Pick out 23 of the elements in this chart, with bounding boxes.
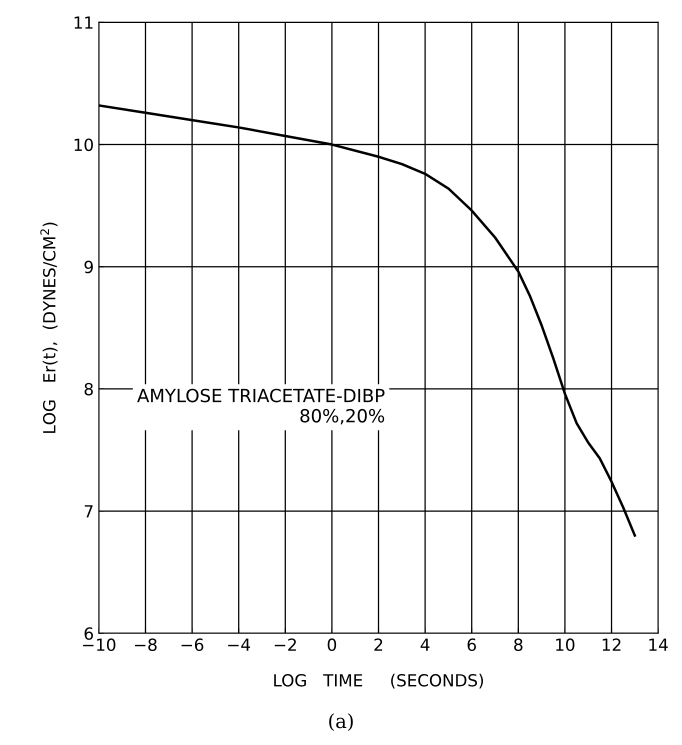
x-tick-label: −6 bbox=[182, 638, 204, 652]
text: (a) bbox=[329, 713, 353, 732]
x-tick-label: 2 bbox=[374, 638, 382, 651]
x-tick-label: 10 bbox=[556, 638, 574, 652]
x-tick-label: −2 bbox=[274, 638, 296, 651]
x-tick-label: 0 bbox=[328, 638, 336, 652]
x-axis-title: LOG TIME (SECONDS) bbox=[274, 674, 484, 689]
x-tick-label: 14 bbox=[649, 638, 668, 651]
y-tick-label: 10 bbox=[74, 138, 93, 152]
y-axis-title: LOG Er(t), (DYNES/CM$^{2}$) bbox=[40, 222, 58, 433]
x-tick-label: −4 bbox=[228, 638, 250, 651]
y-tick-label: 8 bbox=[84, 382, 93, 396]
x-tick-label: 6 bbox=[468, 638, 476, 652]
x-tick-label: 8 bbox=[514, 638, 522, 652]
x-tick-label: 4 bbox=[420, 638, 430, 651]
x-tick-label: 12 bbox=[602, 638, 620, 651]
y-tick-label: 6 bbox=[84, 627, 93, 640]
x-tick-label: −10 bbox=[83, 638, 116, 652]
y-tick-label: 11 bbox=[74, 16, 92, 29]
x-tick-label: −8 bbox=[134, 638, 157, 652]
y-tick-label: 9 bbox=[84, 260, 93, 274]
annotation: AMYLOSE TRIACETATE-DIBP 80%,20% bbox=[137, 388, 385, 424]
y-tick-label: 7 bbox=[84, 505, 93, 518]
